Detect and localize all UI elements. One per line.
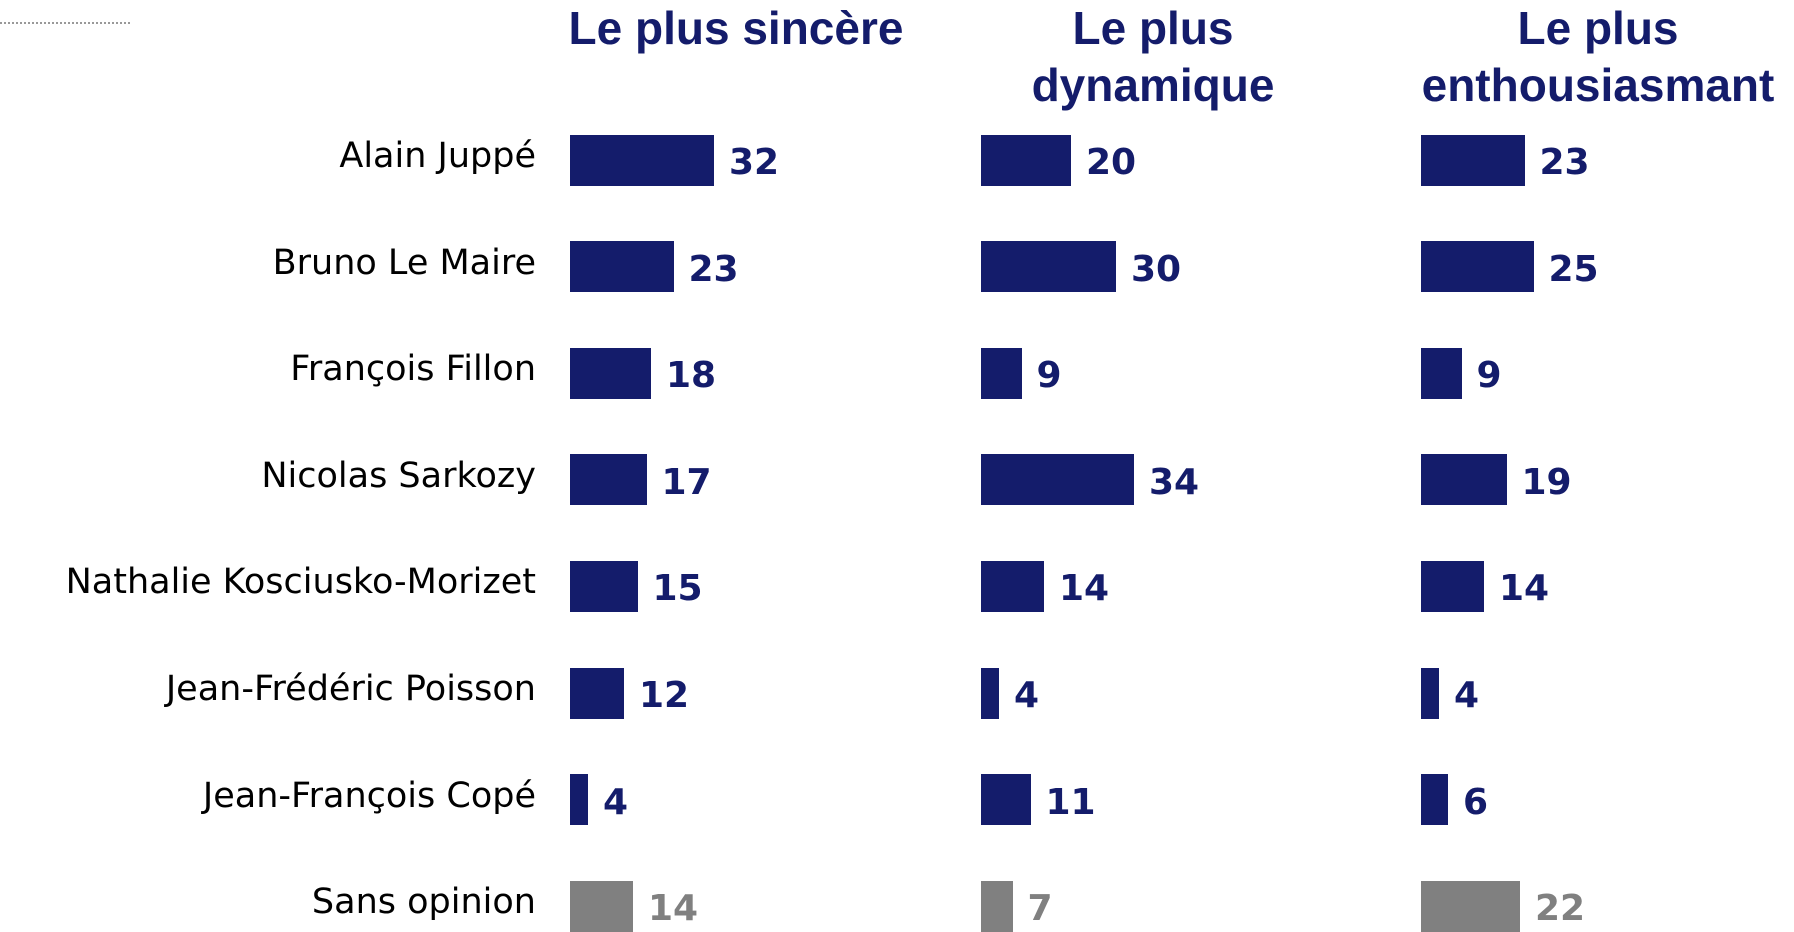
category-label: Nicolas Sarkozy: [261, 455, 536, 496]
category-label: Sans opinion: [311, 882, 536, 923]
bar: [1421, 454, 1507, 506]
value-label: 14: [1499, 568, 1550, 610]
panel-title: Le plus sincère: [568, 2, 904, 54]
value-label: 14: [648, 888, 699, 930]
bar: [1421, 880, 1520, 932]
bar: [570, 241, 674, 293]
value-label: 9: [1036, 355, 1062, 397]
bar: [981, 880, 1013, 932]
category-label: Nathalie Kosciusko-Morizet: [65, 562, 536, 603]
value-label: 30: [1131, 248, 1182, 290]
bar: [570, 134, 714, 186]
panel-title: Le plus enthousiasmant: [1421, 2, 1775, 111]
bar: [981, 347, 1022, 399]
bar: [1421, 241, 1534, 293]
value-label: 23: [688, 248, 739, 290]
value-label: 4: [1014, 675, 1040, 716]
bar: [981, 134, 1071, 186]
value-label: 22: [1535, 888, 1586, 930]
value-label: 15: [652, 568, 703, 610]
value-label: 23: [1539, 142, 1590, 183]
bar: [981, 667, 999, 719]
value-label: 9: [1476, 355, 1502, 397]
category-label: Jean-François Copé: [202, 775, 536, 816]
bar: [570, 347, 651, 399]
value-label: 25: [1548, 248, 1599, 290]
category-label: Jean-Frédéric Poisson: [165, 669, 536, 709]
category-label: Bruno Le Maire: [272, 242, 536, 283]
value-label: 34: [1149, 461, 1200, 503]
category-label: François Fillon: [290, 349, 536, 390]
value-label: 7: [1027, 888, 1053, 930]
bar: [981, 241, 1116, 293]
panel-title: Le plus dynamique: [1031, 2, 1275, 111]
bar: [1421, 667, 1439, 719]
bar: [570, 454, 647, 506]
bar: [1421, 560, 1484, 612]
value-label: 14: [1059, 568, 1110, 610]
value-label: 4: [603, 781, 629, 823]
value-label: 19: [1521, 461, 1572, 503]
value-label: 4: [1454, 675, 1480, 716]
bar: [570, 880, 633, 932]
bar: [981, 774, 1031, 826]
bar: [1421, 134, 1525, 186]
decor-line: [0, 22, 130, 24]
value-label: 32: [729, 142, 780, 183]
bar: [570, 667, 624, 719]
bar: [981, 560, 1044, 612]
value-label: 6: [1463, 781, 1489, 823]
value-label: 18: [666, 355, 717, 397]
bar: [570, 774, 588, 826]
value-label: 12: [639, 675, 690, 716]
value-label: 11: [1045, 781, 1096, 823]
bar: [1421, 774, 1448, 826]
bar: [1421, 347, 1462, 399]
bar: [981, 454, 1134, 506]
category-label: Alain Juppé: [339, 136, 536, 176]
bar: [570, 560, 638, 612]
value-label: 20: [1086, 142, 1137, 183]
value-label: 17: [661, 461, 712, 503]
